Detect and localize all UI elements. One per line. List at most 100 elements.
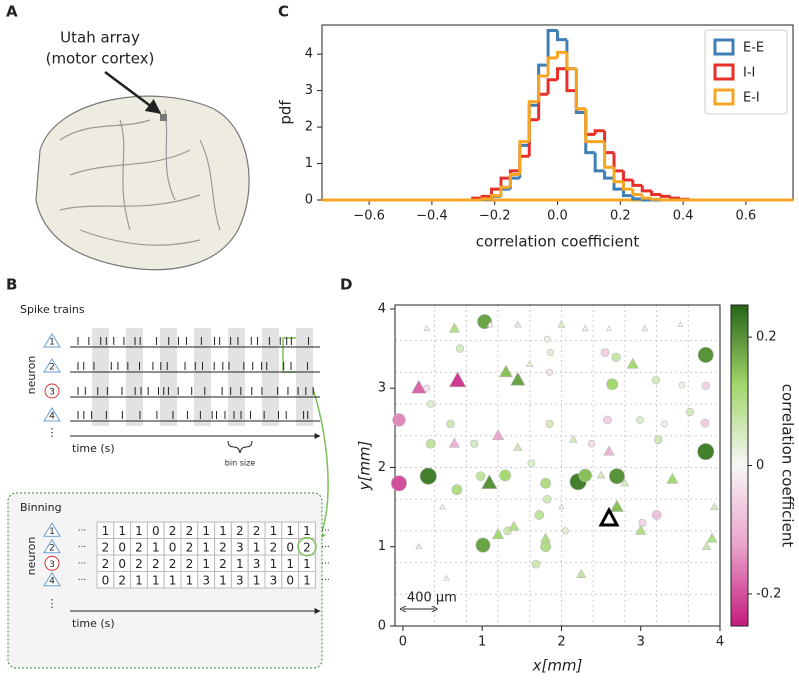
count: 0 [286,573,294,587]
electrode-triangle [596,470,606,479]
count: 1 [102,524,110,538]
electrode-circle [611,352,621,362]
colorbar-tick-label: 0 [756,458,764,473]
electrode-triangle [491,428,505,441]
x-tick-label: 0 [399,635,407,650]
count: 1 [253,573,261,587]
neuron-icon [44,555,60,571]
count: 1 [135,573,143,587]
electrode-triangle [486,320,494,328]
electrode-circle [651,510,662,520]
electrode-triangle [701,541,712,550]
cell [298,571,316,589]
panel-title: Binning [20,501,62,514]
x-tick-label: 0.0 [547,209,568,224]
electrode-circle [700,418,710,428]
count: 1 [270,557,278,571]
count: 1 [253,540,261,554]
pointer-arrow [104,70,162,115]
electrode-circle [608,468,625,485]
x-tick-label: 3 [637,635,645,650]
time-band [296,328,313,426]
x-tick-label: −0.2 [479,209,511,224]
y-label: y[mm] [356,440,374,491]
electrode-triangle [514,320,522,328]
electrode-triangle [620,478,630,487]
count: 0 [169,540,177,554]
hist-step [631,179,643,187]
neuron-label: 1 [49,527,55,537]
electrode-triangle [606,325,613,331]
hist-step [490,187,501,197]
electrode-circle [531,559,541,569]
neuron-label: 3 [49,560,55,570]
legend-label: I-I [743,66,755,81]
legend-swatch [713,38,735,56]
hist-step [499,185,511,196]
ellipsis: ··· [321,575,330,585]
time-band [228,328,245,426]
count: 1 [152,573,160,587]
electrode-triangle [635,524,647,535]
count: 2 [253,524,261,538]
count: 2 [219,557,227,571]
count: 3 [270,573,278,587]
hist-step [621,170,633,182]
electrode-triangle [626,357,639,369]
electrode-triangle [706,532,718,543]
legend-label: E-I [743,91,760,106]
y-tick-label: 4 [305,47,313,62]
annotation: (motor cortex) [46,50,155,68]
x-tick-label: −0.6 [353,209,385,224]
panel-label: A [6,3,18,21]
electrode-triangle [481,474,498,490]
hist-step [518,140,530,175]
electrode-circle [685,407,694,417]
electrode-triangle [448,437,461,448]
count: 2 [303,540,311,554]
electrode-circle [653,435,663,445]
hist-step [593,152,605,173]
electrode-circle [499,469,512,482]
ellipsis: ··· [321,526,330,536]
hist-step [508,172,520,188]
bin-brace [227,440,253,454]
electrode-circle [425,438,436,449]
count: 1 [186,573,194,587]
electrode-triangle [439,503,446,510]
hist-step [640,194,652,200]
x-tick-label: 0.6 [736,209,757,224]
count: 3 [236,540,244,554]
ellipsis: ··· [321,542,330,552]
electrode-circle [419,467,437,485]
electrode-triangle [491,528,505,540]
hist-step [650,190,662,197]
y-label: neuron [25,537,38,576]
electrode-circle [451,484,463,496]
count: 2 [219,540,227,554]
hist-step [490,194,501,199]
neuron-icon [43,538,61,554]
electrode-triangle [499,364,513,378]
time-band [92,328,109,426]
electrode-triangle [508,520,520,531]
electrode-circle [534,510,545,520]
electrode-circle [701,381,710,390]
neuron-icon [43,407,61,422]
count: 1 [286,524,294,538]
colorbar [730,304,749,627]
count: 1 [270,524,278,538]
electrode-circle [392,413,406,427]
electrode-circle [390,475,407,492]
hist-step [574,68,586,111]
y-tick-label: 4 [378,301,386,316]
electrode-triangle [641,324,649,332]
x-tick-label: 2 [557,635,565,650]
hist-step [631,189,643,197]
x-label: time (s) [72,617,115,630]
neuron-icon [43,358,61,373]
count: 1 [202,557,210,571]
electrode-triangle [581,324,589,332]
hist-step [499,176,511,190]
